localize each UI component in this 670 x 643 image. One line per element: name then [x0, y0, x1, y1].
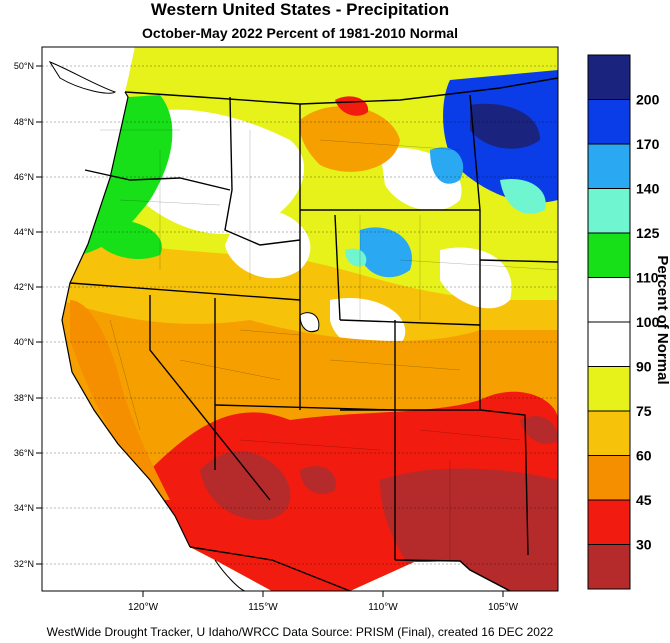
colorbar-swatch — [587, 410, 631, 456]
colorbar-title: Percent of Normal — [654, 255, 670, 384]
colorbar-swatch — [587, 455, 631, 501]
colorbar-label: 100 — [636, 314, 660, 330]
colorbar-label: 45 — [636, 492, 652, 508]
latitude-axis: 50°N 48°N 46°N 44°N 42°N 40°N 38°N 36°N … — [14, 61, 42, 569]
colorbar-label: 30 — [636, 537, 652, 553]
lat-label: 36°N — [14, 448, 34, 458]
lat-label: 38°N — [14, 393, 34, 403]
colorbar-swatch — [587, 544, 631, 590]
lon-label: 120°W — [128, 602, 159, 613]
lat-label: 32°N — [14, 559, 34, 569]
lon-label: 115°W — [248, 602, 278, 613]
map-footer: WestWide Drought Tracker, U Idaho/WRCC D… — [46, 625, 554, 639]
lat-label: 44°N — [14, 227, 34, 237]
lat-label: 50°N — [14, 61, 34, 71]
coastline — [61, 91, 191, 548]
lat-label: 40°N — [14, 337, 34, 347]
colorbar-swatch — [587, 143, 631, 189]
colorbar-swatch — [587, 499, 631, 545]
colorbar-swatch — [587, 99, 631, 145]
colorbar-swatch — [587, 366, 631, 412]
colorbar-label: 170 — [636, 136, 660, 152]
baja-coast — [214, 559, 246, 591]
colorbar-swatch — [587, 277, 631, 323]
colorbar-label: 75 — [636, 403, 652, 419]
map-title: Western United States - Precipitation — [150, 0, 450, 19]
colorbar-label: 200 — [636, 92, 660, 108]
colorbar-swatch — [587, 232, 631, 278]
lat-label: 34°N — [14, 503, 34, 513]
precipitation-field — [62, 47, 558, 591]
colorbar: 200 170 140 125 110 100 90 75 60 45 30 — [587, 54, 660, 590]
lon-label: 110°W — [368, 602, 398, 613]
lat-label: 48°N — [14, 117, 34, 127]
lat-label: 46°N — [14, 172, 34, 182]
county-lines — [100, 129, 558, 560]
vancouver-island — [48, 60, 117, 94]
colorbar-label: 90 — [636, 359, 652, 375]
colorbar-label: 110 — [636, 270, 659, 286]
lon-label: 105°W — [488, 602, 519, 613]
colorbar-swatch — [587, 188, 631, 234]
colorbar-label: 125 — [636, 225, 660, 241]
colorbar-swatch — [587, 321, 631, 367]
colorbar-label: 60 — [636, 448, 652, 464]
lat-label: 42°N — [14, 282, 34, 292]
state-boundaries — [69, 77, 558, 591]
longitude-axis: 120°W 115°W 110°W 105°W — [128, 591, 519, 613]
colorbar-label: 140 — [636, 181, 660, 197]
colorbar-swatch — [587, 54, 631, 100]
map-frame — [41, 46, 559, 592]
map-subtitle: October-May 2022 Percent of 1981-2010 No… — [142, 25, 458, 41]
